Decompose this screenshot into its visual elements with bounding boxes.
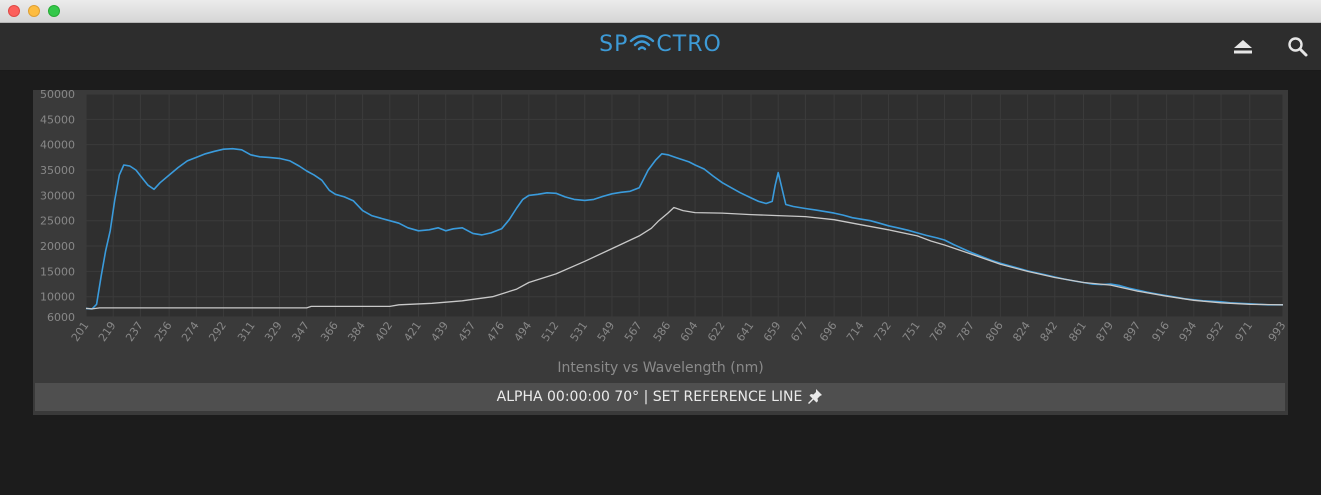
x-tick-label: 274 — [179, 319, 202, 344]
reference-series-line — [85, 206, 1284, 310]
x-tick-label: 993 — [1266, 319, 1288, 344]
x-tick-label: 292 — [206, 319, 229, 344]
chart-title: Intensity vs Wavelength (nm) — [557, 360, 764, 376]
x-tick-label: 421 — [401, 319, 424, 344]
app-header: SP CTRO — [0, 23, 1321, 71]
x-tick-label: 604 — [678, 319, 701, 344]
status-bar-label: ALPHA 00:00:00 70° | SET REFERENCE LINE — [496, 389, 803, 405]
x-tick-label: 769 — [927, 319, 950, 344]
x-tick-label: 696 — [817, 319, 840, 344]
window-minimize-button[interactable] — [28, 5, 40, 17]
x-tick-label: 531 — [568, 319, 591, 344]
x-tick-label: 732 — [871, 319, 894, 344]
logo-text-right: CTRO — [656, 32, 722, 57]
x-tick-label: 237 — [123, 319, 146, 344]
x-tick-label: 787 — [954, 319, 977, 344]
y-tick-label: 10000 — [40, 291, 75, 304]
wifi-icon — [629, 33, 655, 53]
y-tick-label: 6000 — [47, 311, 75, 324]
window-titlebar — [0, 0, 1321, 23]
plot-area — [86, 94, 1283, 317]
x-tick-label: 402 — [373, 319, 396, 344]
x-tick-label: 934 — [1177, 319, 1200, 344]
x-tick-label: 952 — [1204, 319, 1227, 344]
x-tick-label: 439 — [428, 319, 451, 344]
x-tick-label: 824 — [1010, 319, 1033, 344]
x-tick-label: 622 — [705, 319, 728, 344]
y-tick-label: 20000 — [40, 240, 75, 253]
y-tick-label: 35000 — [40, 164, 75, 177]
x-tick-label: 512 — [539, 319, 562, 344]
y-tick-label: 30000 — [40, 189, 75, 202]
x-tick-label: 366 — [318, 319, 341, 344]
logo-text-left: SP — [599, 32, 629, 57]
x-tick-label: 586 — [651, 319, 674, 344]
x-tick-label: 256 — [152, 319, 175, 344]
x-tick-label: 457 — [456, 319, 479, 344]
spectrum-panel: 6000 10000 15000 20000 25000 30000 35000 40000 4… — [33, 90, 1288, 415]
x-tick-label: 971 — [1233, 319, 1256, 344]
y-tick-label: 50000 — [40, 90, 75, 101]
x-tick-label: 549 — [595, 319, 618, 344]
x-tick-label: 806 — [983, 319, 1006, 344]
x-tick-label: 384 — [345, 319, 368, 344]
x-tick-label: 897 — [1121, 319, 1144, 344]
x-tick-label: 641 — [734, 319, 757, 344]
x-tick-label: 879 — [1093, 319, 1116, 344]
y-tick-label: 40000 — [40, 139, 75, 152]
y-tick-label: 45000 — [40, 113, 75, 126]
x-tick-label: 567 — [622, 319, 645, 344]
x-tick-label: 494 — [512, 319, 535, 344]
search-icon — [1288, 37, 1308, 57]
x-tick-label: 219 — [96, 319, 119, 344]
window-maximize-button[interactable] — [48, 5, 60, 17]
x-tick-label: 714 — [844, 319, 867, 344]
x-tick-label: 329 — [262, 319, 285, 344]
x-tick-label: 677 — [788, 319, 811, 344]
eject-icon — [1234, 40, 1252, 54]
x-tick-label: 861 — [1066, 319, 1089, 344]
x-tick-label: 659 — [761, 319, 784, 344]
window-close-button[interactable] — [8, 5, 20, 17]
x-tick-label: 476 — [484, 319, 507, 344]
spectrum-chart: 6000 10000 15000 20000 25000 30000 35000 40000 4… — [40, 90, 1288, 344]
eject-button[interactable] — [1231, 35, 1255, 59]
y-tick-label: 25000 — [40, 215, 75, 228]
set-reference-line-button[interactable]: ALPHA 00:00:00 70° | SET REFERENCE LINE — [35, 383, 1285, 411]
x-tick-label: 916 — [1149, 319, 1172, 344]
x-tick-label: 311 — [235, 319, 258, 344]
pin-icon — [807, 386, 823, 404]
app-logo: SP CTRO — [0, 32, 1321, 57]
search-button[interactable] — [1286, 35, 1310, 59]
y-tick-label: 15000 — [40, 265, 75, 278]
x-tick-label: 347 — [289, 319, 312, 344]
x-tick-label: 842 — [1038, 319, 1061, 344]
x-tick-label: 751 — [900, 319, 923, 344]
